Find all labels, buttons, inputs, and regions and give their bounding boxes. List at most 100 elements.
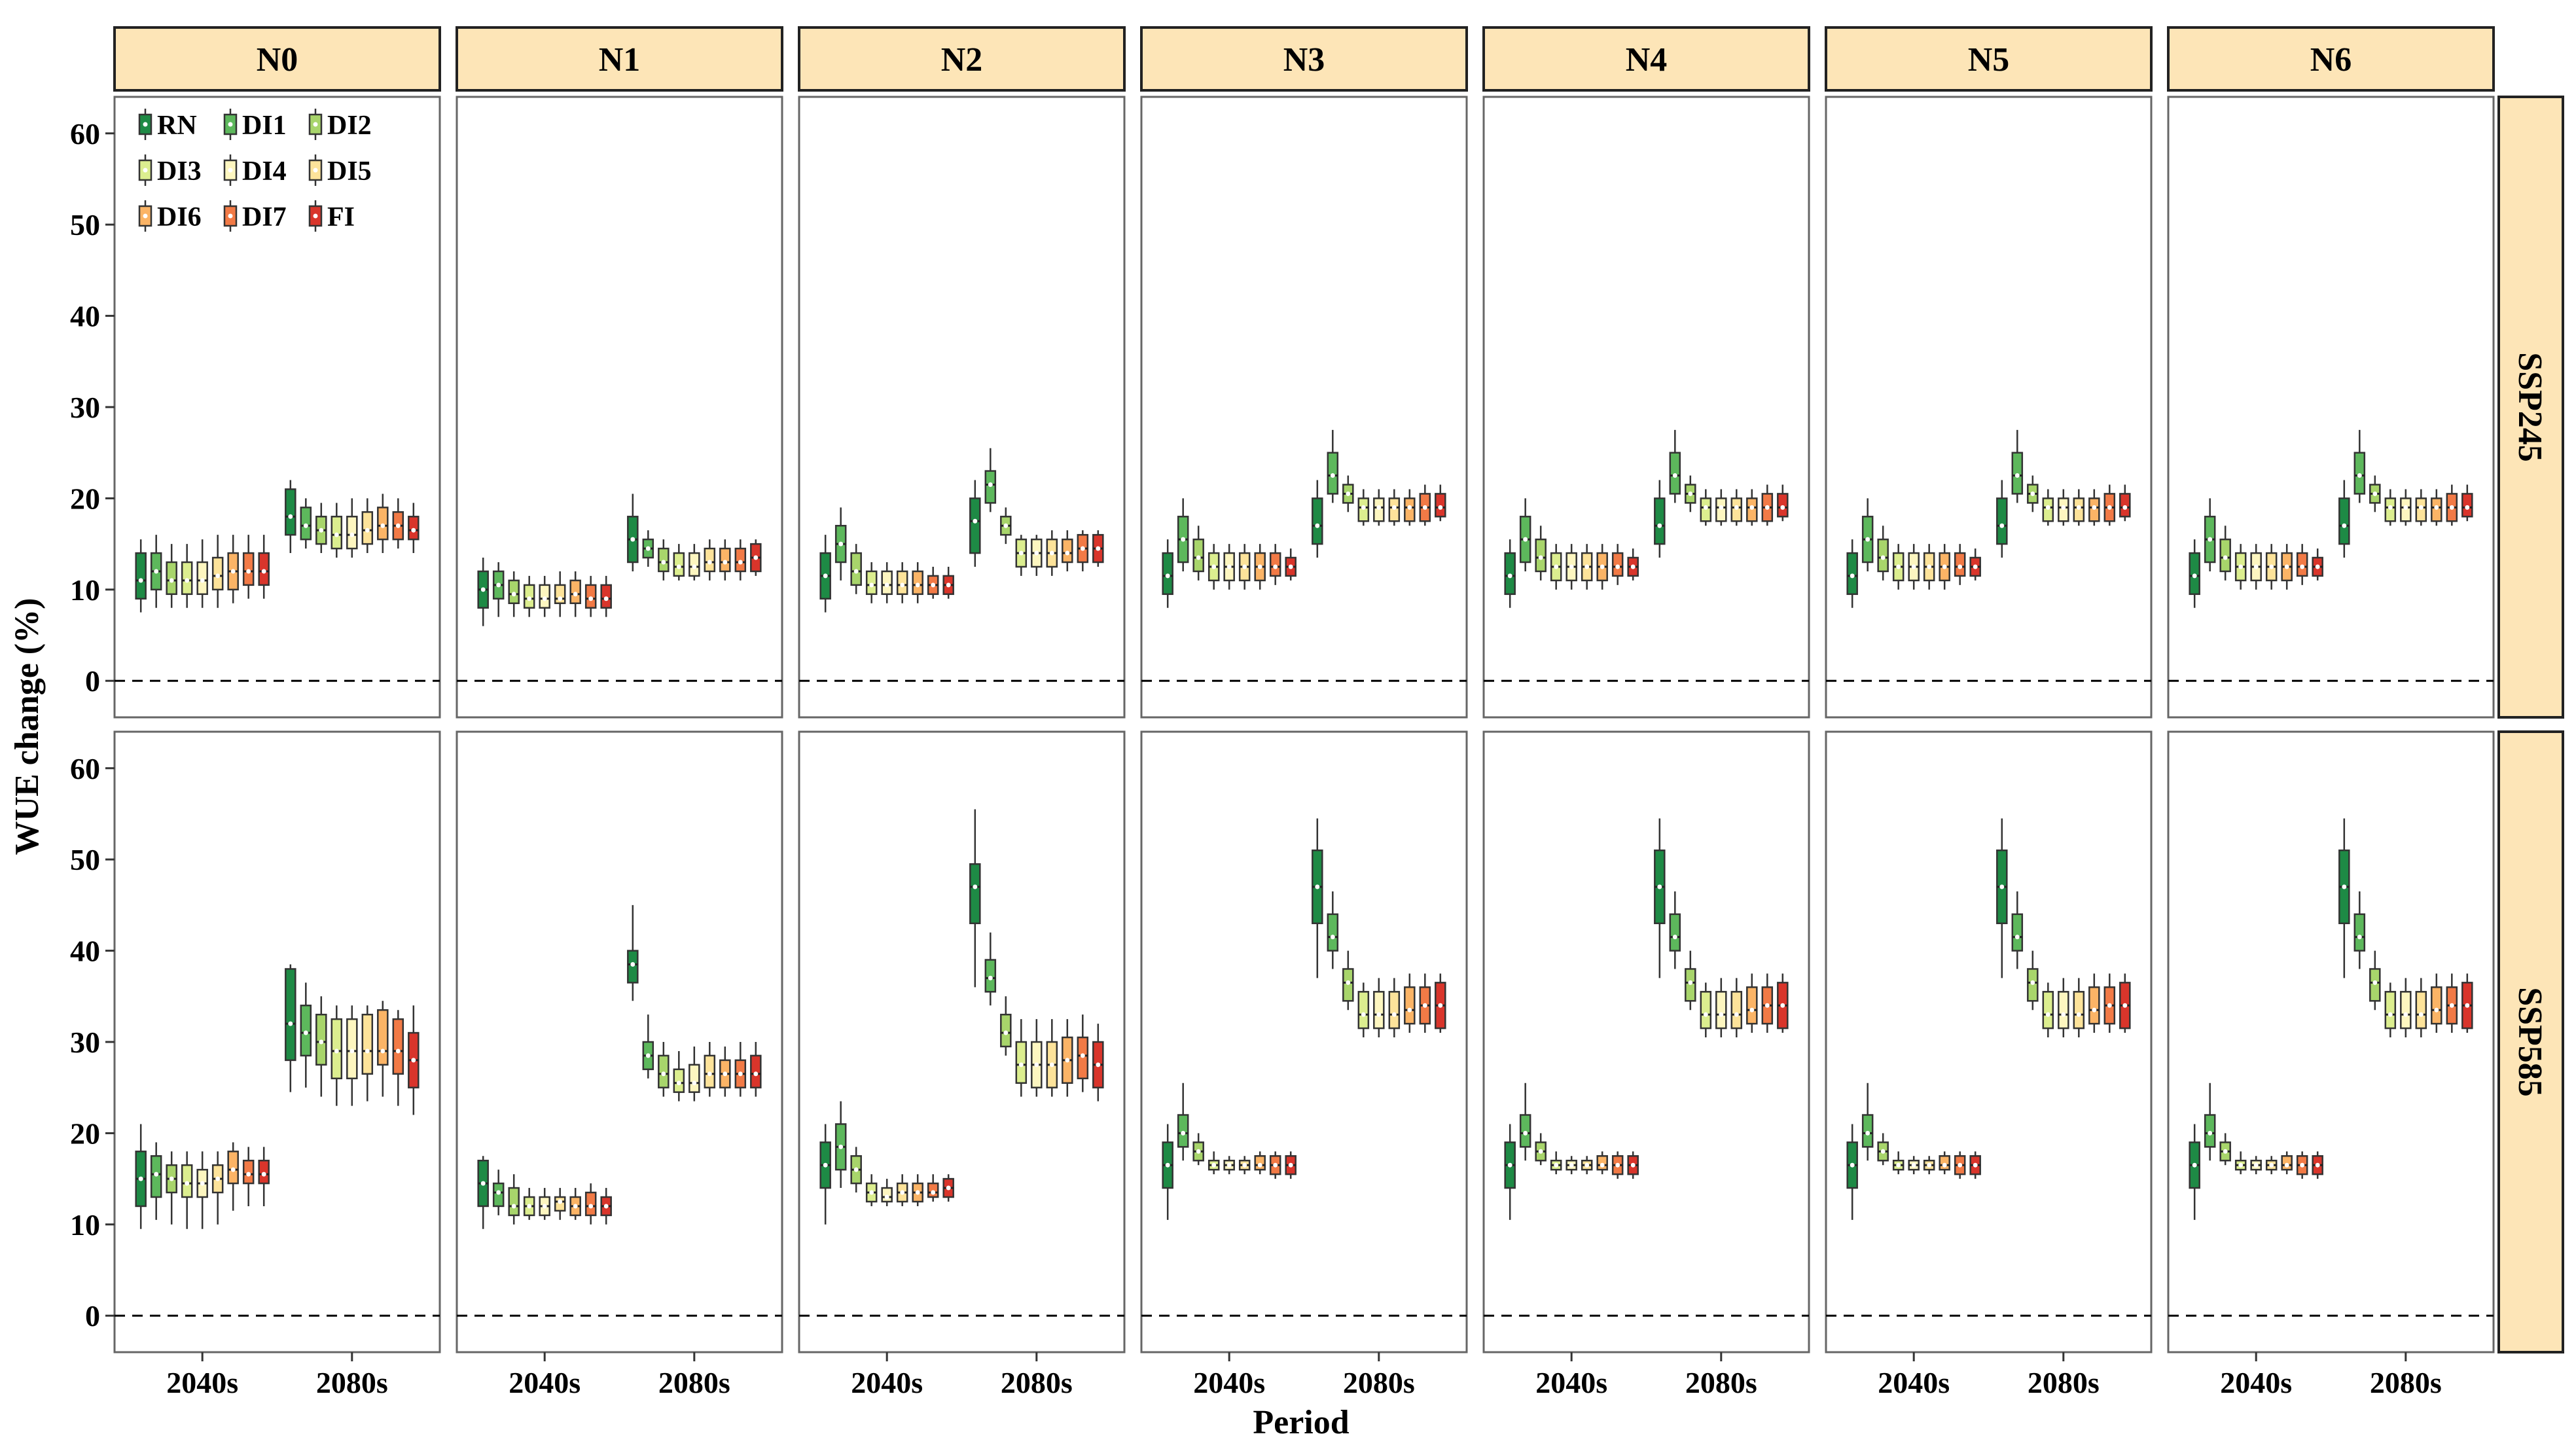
box-DI7-2080s (1419, 484, 1431, 526)
box-mean-point (2388, 1012, 2393, 1017)
legend-key-point (313, 168, 318, 173)
panel-SSP245-N0 (113, 96, 441, 719)
box-mean-point (1003, 1030, 1009, 1035)
box-mean-point (185, 578, 190, 583)
box-DI5-2080s (1046, 530, 1058, 576)
box-DI6-2080s (719, 1046, 731, 1097)
box-mean-point (1242, 1162, 1247, 1168)
box-DI3-2040s (1892, 544, 1905, 590)
facet-strip-N2 (798, 26, 1126, 92)
panel-SSP245-N3 (1140, 96, 1468, 719)
box-DI3-2040s (523, 1188, 535, 1220)
box-RN-2080s (1312, 480, 1323, 558)
box-DI2-2080s (2369, 950, 2381, 1011)
box-DI1-2040s (1177, 498, 1189, 571)
y-tick-label: 20 (70, 482, 100, 515)
box-DI5-2040s (896, 1174, 908, 1206)
box-mean-point (869, 582, 874, 588)
box-DI6-2040s (1596, 1151, 1608, 1175)
y-tick-label: 60 (70, 117, 100, 151)
box-iqr (2384, 991, 2397, 1030)
box-iqr (392, 1018, 404, 1075)
box-DI3-2040s (2234, 544, 2247, 590)
box-RN-2040s (819, 535, 831, 613)
panel-frame (798, 730, 1126, 1353)
box-mean-point (1288, 1162, 1293, 1168)
box-DI5-2080s (1388, 489, 1401, 526)
box-iqr (508, 1187, 520, 1217)
box-mean-point (1569, 564, 1574, 569)
box-mean-point (2192, 1162, 2197, 1168)
box-mean-point (230, 569, 236, 574)
box-FI-2080s (1777, 484, 1789, 522)
box-RN-2040s (1504, 1124, 1516, 1220)
box-DI2-2080s (1685, 950, 1696, 1011)
panel-frame (113, 96, 441, 719)
box-RN-2040s (135, 539, 147, 613)
box-iqr (1404, 986, 1416, 1025)
box-DI6-2040s (569, 571, 581, 617)
box-iqr (135, 552, 147, 600)
box-iqr (969, 863, 981, 925)
box-DI6-2040s (227, 1142, 239, 1211)
box-mean-point (1672, 935, 1677, 940)
box-mean-point (1973, 1162, 1978, 1168)
legend-label: DI1 (242, 111, 287, 141)
box-mean-point (723, 560, 728, 565)
box-DI4-2080s (346, 498, 358, 558)
box-mean-point (1672, 473, 1677, 478)
box-DI6-2040s (2281, 544, 2293, 590)
box-mean-point (1958, 564, 1963, 569)
box-DI3-2040s (181, 544, 193, 608)
box-mean-point (1584, 1162, 1590, 1168)
box-DI6-2040s (1939, 544, 1950, 590)
box-DI5-2080s (361, 498, 374, 554)
box-mean-point (1734, 1012, 1739, 1017)
box-mean-point (2208, 537, 2213, 542)
panel-SSP245-N6 (2167, 96, 2495, 719)
box-RN-2040s (819, 1124, 831, 1225)
box-iqr (285, 968, 296, 1062)
box-RN-2080s (1312, 818, 1323, 978)
box-iqr (2011, 913, 2024, 952)
box-DI7-2080s (2103, 973, 2116, 1033)
box-DI7-2040s (927, 1174, 939, 1202)
box-DI5-2040s (1923, 1156, 1935, 1175)
box-mean-point (185, 1181, 190, 1186)
box-DI7-2040s (1954, 1151, 1966, 1179)
box-DI5-2080s (2073, 489, 2085, 526)
box-DI5-2040s (211, 1151, 224, 1225)
box-iqr (2088, 986, 2100, 1025)
box-mean-point (558, 1199, 563, 1204)
box-DI6-2040s (569, 1188, 581, 1220)
box-mean-point (1096, 546, 1101, 551)
box-mean-point (380, 1048, 385, 1054)
box-mean-point (1927, 1162, 1932, 1168)
box-DI6-2080s (2431, 973, 2442, 1033)
box-FI-2040s (600, 575, 612, 617)
box-mean-point (738, 1071, 743, 1077)
box-DI5-2080s (2073, 978, 2085, 1038)
box-mean-point (603, 596, 609, 601)
facet-strip-label-N4: N4 (1626, 41, 1668, 79)
panel-SSP585-N5 (1825, 730, 2153, 1353)
box-mean-point (1554, 1162, 1559, 1168)
box-iqr (285, 488, 296, 536)
box-iqr (1715, 991, 1727, 1030)
x-tick-label: 2080s (1343, 1366, 1415, 1399)
box-mean-point (1630, 1162, 1636, 1168)
box-mean-point (692, 564, 697, 569)
box-iqr (689, 1064, 700, 1093)
box-iqr (1730, 991, 1743, 1030)
box-mean-point (2315, 564, 2320, 569)
box-mean-point (1880, 555, 1886, 560)
box-RN-2080s (2338, 818, 2350, 978)
box-DI2-2080s (1342, 950, 1354, 1011)
box-DI5-2080s (2415, 489, 2427, 526)
legend-item-DI7: DI7 (223, 200, 287, 232)
y-tick-label: 60 (70, 752, 100, 785)
legend-item-DI1: DI1 (223, 109, 287, 141)
box-mean-point (2253, 1162, 2259, 1168)
facet-strip-N0 (113, 26, 441, 92)
box-mean-point (1034, 1062, 1039, 1067)
